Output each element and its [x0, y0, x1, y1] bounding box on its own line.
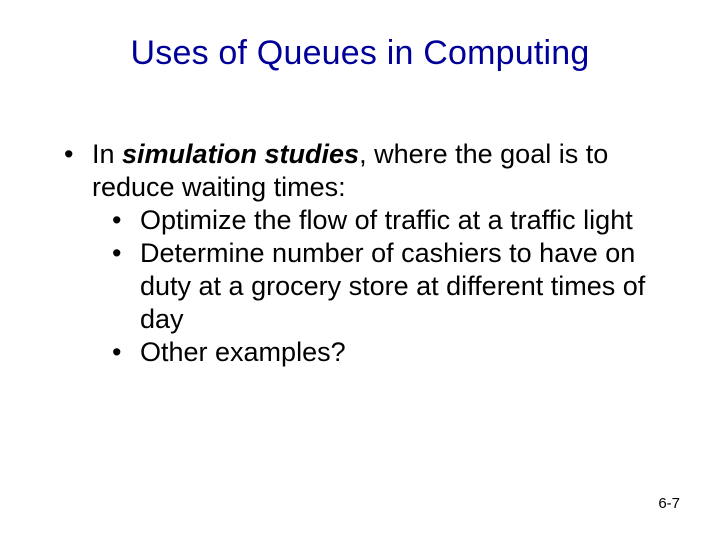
- bullet-sub1: Optimize the flow of traffic at a traffi…: [104, 204, 664, 237]
- bullet-list-level2: Optimize the flow of traffic at a traffi…: [92, 204, 664, 369]
- slide: Uses of Queues in Computing In simulatio…: [0, 0, 720, 540]
- bullet-main-pre: In: [92, 139, 122, 169]
- bullet-sub2: Determine number of cashiers to have on …: [104, 237, 664, 336]
- slide-number: 6-7: [658, 495, 680, 512]
- slide-title: Uses of Queues in Computing: [0, 34, 720, 73]
- bullet-main: In simulation studies, where the goal is…: [56, 138, 664, 369]
- bullet-sub3: Other examples?: [104, 336, 664, 369]
- bullet-main-emph: simulation studies: [122, 139, 359, 169]
- bullet-list-level1: In simulation studies, where the goal is…: [56, 138, 664, 369]
- slide-body: In simulation studies, where the goal is…: [56, 138, 664, 369]
